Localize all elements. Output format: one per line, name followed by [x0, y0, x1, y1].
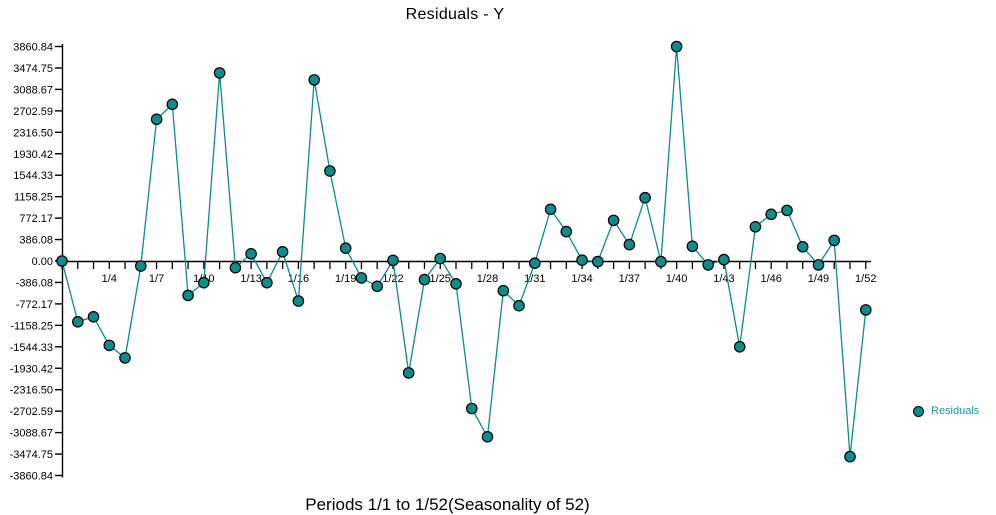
data-point [686, 240, 699, 253]
y-tick-label: -1930.42 [10, 363, 53, 375]
data-point [103, 339, 116, 352]
data-point [513, 299, 525, 312]
x-tick-label: 1/43 [713, 273, 734, 285]
y-tick-label: -772.17 [16, 299, 53, 311]
x-tick-label: 1/52 [855, 273, 876, 285]
series-line [61, 46, 867, 457]
data-point [591, 255, 604, 268]
x-tick-label: 1/13 [240, 273, 261, 285]
data-point [781, 204, 793, 217]
data-point [465, 402, 478, 415]
data-point [150, 113, 163, 126]
y-tick-label: -3474.75 [10, 449, 53, 461]
data-point [623, 238, 636, 251]
y-tick-label: 3860.84 [13, 42, 53, 54]
x-tick-label: 1/25 [430, 273, 451, 285]
data-point [387, 254, 399, 267]
data-point [166, 98, 179, 111]
data-point [261, 276, 273, 289]
data-point [544, 203, 557, 216]
data-point [812, 259, 825, 271]
data-point [434, 252, 446, 265]
y-tick-label: -1158.25 [10, 320, 53, 332]
chart-title: Residuals - Y [405, 6, 505, 23]
y-tick-label: 1158.25 [14, 192, 53, 204]
data-point [450, 277, 462, 290]
data-point [497, 284, 510, 297]
data-point [749, 221, 762, 233]
data-point [718, 253, 730, 266]
data-point [639, 191, 651, 204]
data-point [528, 257, 541, 269]
y-tick-label: -3088.67 [10, 428, 53, 440]
data-point [859, 304, 872, 316]
x-tick-label: 1/19 [335, 273, 356, 285]
x-tick-label: 1/37 [619, 273, 640, 285]
x-tick-label: 1/34 [571, 273, 592, 285]
data-point [402, 367, 415, 379]
data-point [670, 40, 683, 53]
data-point [355, 272, 368, 284]
data-point [182, 289, 194, 302]
data-point [576, 254, 588, 267]
data-point [828, 234, 840, 247]
y-tick-label: -2702.59 [10, 406, 53, 418]
data-point [607, 214, 620, 227]
data-point [119, 352, 131, 364]
legend: Residuals [913, 405, 979, 417]
data-point [324, 165, 336, 177]
data-point [292, 295, 305, 307]
data-point [655, 255, 667, 268]
data-point [213, 67, 226, 79]
x-axis-caption: Periods 1/1 to 1/52(Seasonality of 52) [305, 495, 590, 514]
data-point [198, 276, 210, 289]
y-tick-label: -1544.33 [10, 342, 53, 354]
y-tick-label: 2702.59 [13, 106, 53, 118]
y-tick-label: 2316.50 [13, 127, 53, 139]
data-point [765, 208, 777, 221]
data-point [276, 246, 289, 258]
data-point [418, 273, 431, 286]
x-tick-label: 1/46 [760, 273, 781, 285]
data-point [560, 225, 573, 238]
data-point [229, 261, 242, 274]
data-point [371, 280, 383, 293]
x-tick-label: 1/7 [149, 273, 164, 285]
legend-marker-icon [913, 405, 924, 417]
data-point [72, 315, 84, 328]
data-point [245, 248, 257, 260]
data-point [844, 450, 856, 463]
data-point [56, 255, 68, 267]
y-tick-label: -386.08 [16, 277, 53, 289]
data-point [733, 340, 746, 353]
y-tick-label: 3088.67 [13, 84, 53, 96]
x-tick-label: 1/40 [666, 273, 687, 285]
y-tick-label: -2316.50 [10, 385, 53, 397]
y-tick-label: -3860.84 [10, 471, 53, 483]
legend-label: Residuals [931, 405, 980, 417]
x-tick-label: 1/22 [382, 273, 403, 285]
data-point [796, 241, 809, 253]
y-tick-label: 3474.75 [13, 63, 53, 75]
data-point [481, 430, 494, 443]
y-tick-label: 0.00 [32, 256, 53, 268]
data-point [87, 310, 100, 323]
x-tick-label: 1/4 [102, 273, 117, 285]
y-tick-label: 1930.42 [13, 149, 53, 161]
data-point [702, 259, 714, 271]
data-point [308, 74, 320, 86]
data-point [135, 260, 147, 272]
x-tick-label: 1/49 [808, 273, 829, 285]
data-point [339, 242, 352, 254]
y-tick-label: 386.08 [19, 235, 53, 247]
x-tick-label: 1/28 [477, 273, 498, 285]
y-tick-label: 1544.33 [13, 170, 53, 182]
y-tick-label: 772.17 [19, 213, 53, 225]
x-tick-label: 1/16 [288, 273, 309, 285]
